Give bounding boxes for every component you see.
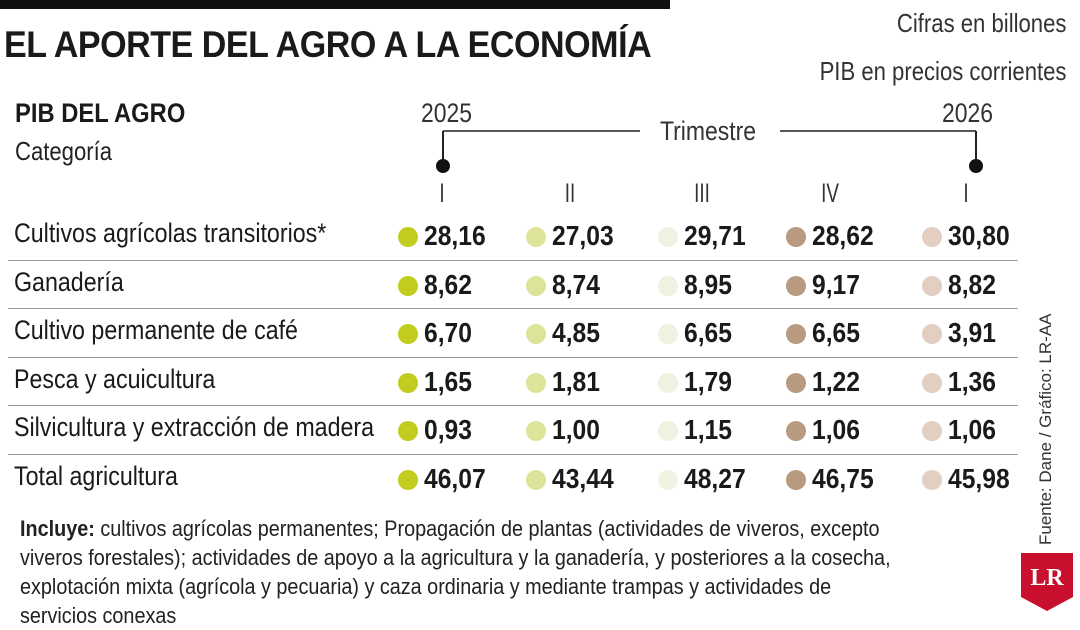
- legend-dot: [922, 469, 942, 490]
- value-label: 6,65: [812, 317, 860, 348]
- legend-dot: [786, 275, 806, 296]
- column-header: III: [694, 178, 710, 208]
- legend-dot: [658, 372, 678, 393]
- legend-dot: [658, 421, 678, 441]
- legend-dot: [658, 469, 678, 490]
- value-label: 8,74: [552, 268, 600, 300]
- table-subtitle: PIB DEL AGRO: [15, 98, 186, 128]
- value-label: 28,16: [424, 220, 486, 251]
- value-label: 48,27: [684, 462, 746, 494]
- legend-dot: [398, 227, 418, 247]
- value-label: 8,62: [424, 268, 472, 300]
- legend-dot: [922, 324, 942, 344]
- value-label: 1,00: [552, 414, 600, 445]
- prices-note: PIB en precios corrientes: [819, 56, 1066, 86]
- legend-dot: [398, 421, 418, 441]
- legend-dot: [786, 324, 806, 344]
- legend-dot: [922, 421, 942, 441]
- value-label: 1,65: [424, 365, 472, 397]
- value-label: 46,75: [812, 462, 874, 494]
- value-label: 0,93: [424, 414, 472, 445]
- value-label: 1,15: [684, 414, 732, 445]
- legend-dot: [786, 372, 806, 393]
- footnote: Incluye: cultivos agrícolas permanentes;…: [20, 516, 891, 628]
- legend-dot: [922, 227, 942, 247]
- value-label: 8,95: [684, 268, 732, 300]
- row-divider: [8, 308, 1018, 309]
- column-header: IV: [821, 178, 839, 208]
- legend-dot: [398, 372, 418, 393]
- value-label: 30,80: [948, 220, 1010, 251]
- timeline-bracket: [436, 130, 983, 173]
- year-2026-label: 2026: [942, 98, 994, 128]
- year-2025-label: 2025: [421, 98, 473, 128]
- legend-dot: [526, 469, 546, 490]
- chart-title: EL APORTE DEL AGRO A LA ECONOMÍA: [4, 24, 652, 65]
- legend-dot: [658, 227, 678, 247]
- period-label: Trimestre: [660, 116, 757, 146]
- row-category-label: Pesca y acuicultura: [14, 363, 216, 394]
- column-header: I: [439, 178, 445, 208]
- source-credit: Fuente: Dane / Gráfico: LR-AA: [1036, 313, 1055, 546]
- legend-dot: [526, 372, 546, 393]
- value-label: 6,65: [684, 317, 732, 348]
- row-category-label: Cultivos agrícolas transitorios*: [14, 218, 327, 248]
- row-category-label: Cultivo permanente de café: [14, 315, 298, 345]
- value-label: 3,91: [948, 317, 996, 348]
- row-divider: [8, 356, 1018, 358]
- legend-dot: [526, 227, 546, 247]
- row-divider: [8, 405, 1018, 406]
- table-row: Cultivo permanente de café 6,70 4,85 6,65 6,…: [0, 309, 1035, 358]
- units-note: Cifras en billones: [896, 8, 1066, 38]
- value-label: 46,07: [424, 462, 486, 494]
- value-label: 1,22: [812, 365, 860, 397]
- table-row: Pesca y acuicultura 1,65 1,81 1,79 1,22 1,36: [0, 358, 1035, 406]
- legend-dot: [922, 372, 942, 393]
- row-divider: [8, 453, 1018, 455]
- legend-dot: [786, 227, 806, 247]
- table-row: Ganadería 8,62 8,74 8,95 9,17 8,82: [0, 261, 1035, 309]
- value-label: 1,36: [948, 365, 996, 397]
- value-label: 1,06: [812, 414, 860, 445]
- top-rule: [0, 0, 670, 9]
- table-row: Cultivos agrícolas transitorios* 28,16 27,…: [0, 212, 1035, 261]
- legend-dot: [786, 469, 806, 490]
- svg-text:LR: LR: [1030, 565, 1064, 591]
- table-row: Silvicultura y extracción de madera 0,93 1…: [0, 406, 1035, 455]
- value-label: 4,85: [552, 317, 600, 348]
- row-divider: [8, 259, 1018, 261]
- value-label: 28,62: [812, 220, 874, 251]
- value-label: 43,44: [552, 462, 614, 494]
- value-label: 1,06: [948, 414, 996, 445]
- value-label: 9,17: [812, 268, 860, 300]
- row-category-label: Silvicultura y extracción de madera: [14, 412, 375, 442]
- value-label: 45,98: [948, 462, 1010, 494]
- value-label: 27,03: [552, 220, 614, 251]
- value-label: 6,70: [424, 317, 472, 348]
- category-header: Categoría: [15, 136, 113, 166]
- column-header: II: [564, 178, 576, 208]
- value-label: 1,79: [684, 365, 732, 397]
- legend-dot: [526, 421, 546, 441]
- legend-dot: [658, 324, 678, 344]
- legend-dot: [398, 324, 418, 344]
- legend-dot: [398, 275, 418, 296]
- value-label: 1,81: [552, 365, 600, 397]
- legend-dot: [786, 421, 806, 441]
- legend-dot: [526, 275, 546, 296]
- table-row: Total agricultura 46,07 43,44 48,27 46,75 45,…: [0, 455, 1035, 503]
- legend-dot: [398, 469, 418, 490]
- row-category-label: Total agricultura: [14, 460, 178, 491]
- column-header: I: [963, 178, 969, 208]
- legend-dot: [526, 324, 546, 344]
- row-category-label: Ganadería: [14, 266, 124, 297]
- legend-dot: [658, 275, 678, 296]
- legend-dot: [922, 275, 942, 296]
- lr-logo: LR: [1021, 553, 1073, 611]
- value-label: 29,71: [684, 220, 746, 251]
- value-label: 8,82: [948, 268, 996, 300]
